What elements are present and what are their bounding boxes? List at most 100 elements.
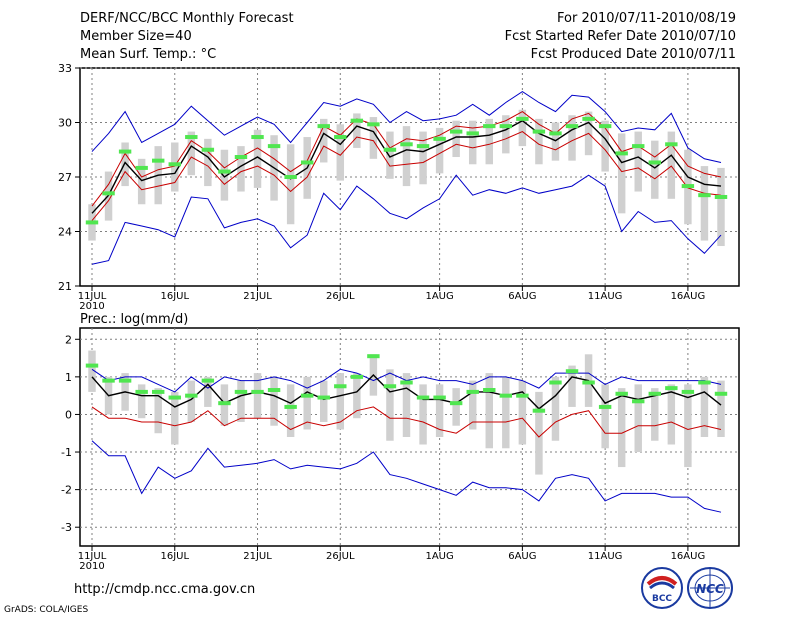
panel-0-box — [336, 124, 345, 181]
panel-0-marker — [632, 144, 645, 149]
panel-1-marker — [152, 389, 165, 394]
panel-1-marker — [300, 393, 314, 398]
panel-1-box — [684, 384, 692, 468]
panel-1-series-min — [91, 440, 722, 513]
panel-0-ytick-label: 30 — [58, 117, 72, 130]
panel-1-ytick-label: 2 — [65, 333, 72, 346]
panel-1-marker — [383, 384, 397, 389]
panel-0-marker — [350, 118, 364, 123]
panel-0-marker — [416, 144, 430, 149]
panel-0-marker — [185, 135, 198, 140]
panel-0-marker — [102, 191, 115, 196]
panel-0-marker — [85, 220, 99, 225]
panel-1-xtick-label: 26JUL — [326, 551, 355, 562]
panel-0-box — [353, 113, 361, 148]
panel-1-marker — [218, 401, 231, 406]
panel-0-box — [253, 129, 262, 188]
panel-1-box — [568, 365, 576, 407]
panel-1-xtick-label: 21JUL — [243, 551, 272, 562]
panel-0-marker — [532, 129, 546, 134]
panel-1-xtick-label: 1AUG — [425, 551, 453, 562]
panel-1-box — [468, 380, 477, 430]
panel-0-marker — [218, 169, 231, 174]
panel-1-box — [502, 376, 510, 449]
panel-1-box — [717, 380, 725, 437]
panel-0-box — [369, 117, 378, 159]
panel-1-marker — [681, 389, 695, 394]
panel-1-marker — [565, 369, 579, 374]
panel-0-marker — [698, 193, 711, 198]
panel-1-box — [634, 384, 642, 453]
panel-1-box — [353, 373, 361, 419]
panel-0-box — [551, 122, 560, 161]
panel-1-marker — [400, 380, 413, 385]
panel-0-marker — [284, 175, 297, 179]
panel-0-marker — [135, 165, 148, 170]
panel-0-box — [568, 115, 576, 161]
panel-0-marker — [714, 194, 728, 199]
panel-0-marker — [400, 142, 413, 147]
panel-0-marker — [251, 135, 264, 140]
panel-1-box — [518, 380, 527, 445]
panel-0-box — [452, 120, 460, 158]
panel-1-box — [270, 376, 278, 426]
bcc-logo-text: BCC — [652, 594, 672, 604]
panel-0-box — [286, 144, 295, 225]
panel-1-ytick-label: -1 — [61, 446, 72, 459]
panel-0-marker — [648, 160, 661, 165]
footer-url[interactable]: http://cmdp.ncc.cma.gov.cn — [74, 582, 256, 597]
panel-0-marker — [317, 124, 330, 129]
panel-0-box — [518, 109, 527, 147]
panel-1-box — [435, 384, 444, 437]
panel-0-box — [419, 131, 427, 185]
panel-1-marker — [118, 378, 132, 383]
panel-0-box — [502, 115, 510, 154]
panel-1-xtick-label: 6AUG — [508, 551, 536, 562]
panel-1-box — [336, 373, 345, 430]
panel-1-marker — [334, 384, 347, 389]
panel-0-marker — [118, 149, 132, 154]
panel-0-box — [435, 127, 444, 174]
panel-0-xtick-sublabel: 2010 — [79, 301, 104, 312]
panel-1-box — [286, 384, 295, 437]
panel-0-xtick-label: 16AUG — [671, 291, 706, 302]
panel-0-marker — [383, 147, 397, 152]
panel-1-marker — [582, 380, 595, 385]
panel-0-box — [468, 120, 477, 165]
panel-0-ytick-label: 33 — [58, 62, 72, 75]
panel-1-box — [171, 391, 179, 445]
panel-1-marker — [665, 386, 678, 391]
panel-0-marker — [681, 184, 695, 189]
panel-0-box — [187, 131, 196, 176]
panel-0-xtick-label: 11AUG — [588, 291, 623, 302]
panel-0-xtick-label: 26JUL — [326, 291, 355, 302]
panel-1-box — [667, 384, 676, 445]
panel-0-marker — [615, 151, 628, 156]
panel-0-series-lower — [91, 131, 722, 221]
panel-1-marker — [549, 380, 562, 385]
ncc-logo: NCC — [687, 567, 733, 609]
panel-1-box — [88, 350, 96, 392]
variable-label: Mean Surf. Temp.: °C — [80, 47, 217, 62]
panel-1-ytick-label: -3 — [61, 521, 72, 534]
panel-1-box — [237, 380, 245, 422]
panel-1-marker — [698, 380, 711, 385]
panel-1-ytick-label: -2 — [61, 484, 72, 497]
fcst-produced-date: Fcst Produced Date 2010/07/11 — [530, 47, 736, 62]
panel-1-marker — [135, 389, 148, 394]
panel-0-marker — [549, 131, 562, 136]
panel-1-xtick-label: 16AUG — [671, 551, 706, 562]
panel-1-marker — [615, 391, 628, 396]
panel-1-marker — [632, 399, 645, 404]
panel-1-box — [204, 376, 212, 407]
panel-1-box — [535, 391, 543, 475]
panel-0-xtick-label: 16JUL — [160, 291, 189, 302]
panel-0-marker — [234, 155, 248, 160]
panel-1-box — [651, 388, 659, 441]
panel-0-box — [535, 118, 543, 165]
panel-1-marker — [367, 354, 380, 359]
panel-0-marker — [267, 144, 281, 149]
panel-0-marker — [565, 124, 579, 129]
footer-credit: GrADS: COLA/IGES — [4, 605, 89, 615]
